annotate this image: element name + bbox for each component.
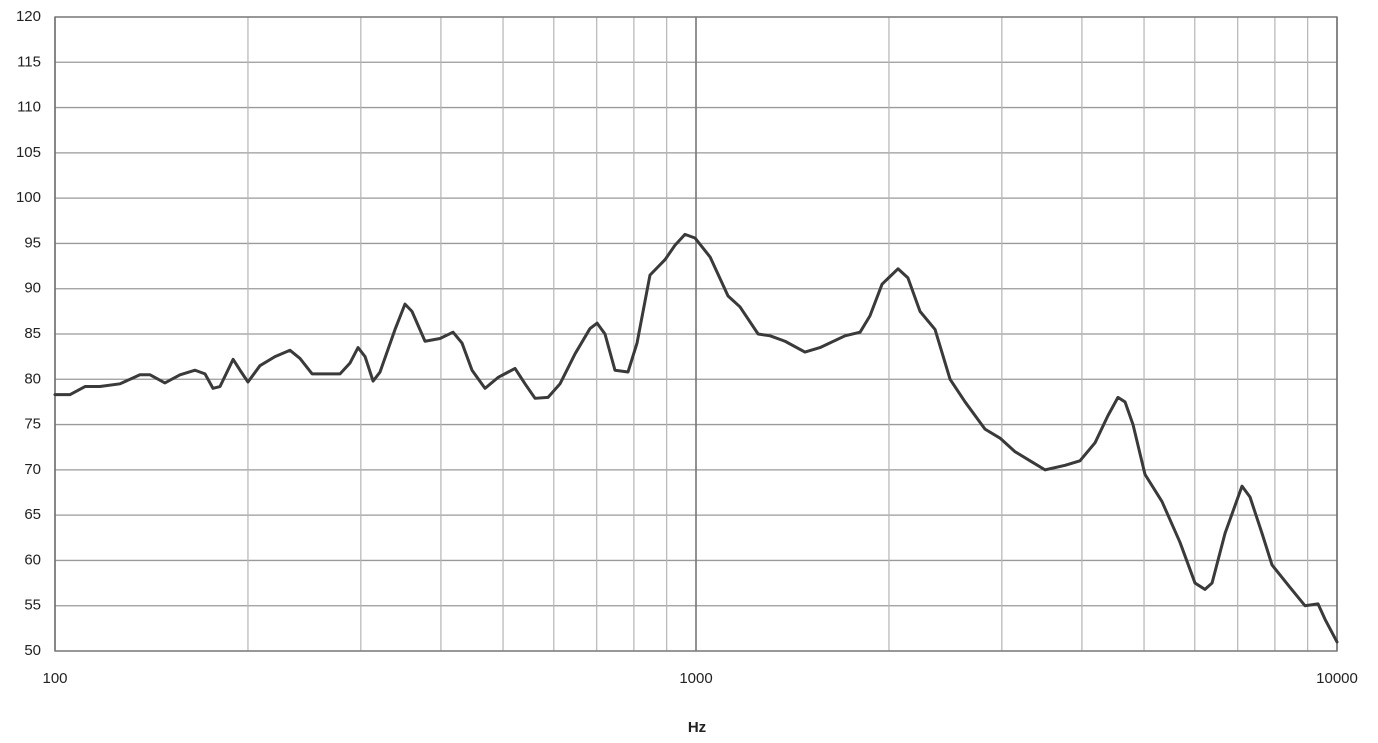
y-tick-label: 75 <box>24 416 41 433</box>
y-tick-label: 55 <box>24 597 41 614</box>
y-tick-label: 110 <box>17 99 41 116</box>
plot-frame <box>54 16 1338 652</box>
y-tick-label: 95 <box>24 234 41 251</box>
y-tick-label: 80 <box>24 370 41 387</box>
x-tick-label: 1000 <box>679 670 712 687</box>
y-tick-label: 90 <box>24 280 41 297</box>
y-tick-label: 65 <box>24 506 41 523</box>
y-tick-label: 100 <box>16 189 41 206</box>
y-tick-label: 105 <box>16 144 41 161</box>
y-tick-label: 70 <box>24 461 41 478</box>
x-tick-label: 10000 <box>1316 670 1358 687</box>
y-tick-label: 85 <box>24 325 41 342</box>
x-axis-label: Hz <box>688 719 706 736</box>
x-tick-label: 100 <box>42 670 67 687</box>
y-tick-label: 50 <box>24 642 41 659</box>
y-tick-label: 60 <box>24 551 41 568</box>
y-tick-label: 115 <box>17 53 41 70</box>
response-line <box>53 232 1339 644</box>
y-tick-label: 120 <box>16 8 41 25</box>
